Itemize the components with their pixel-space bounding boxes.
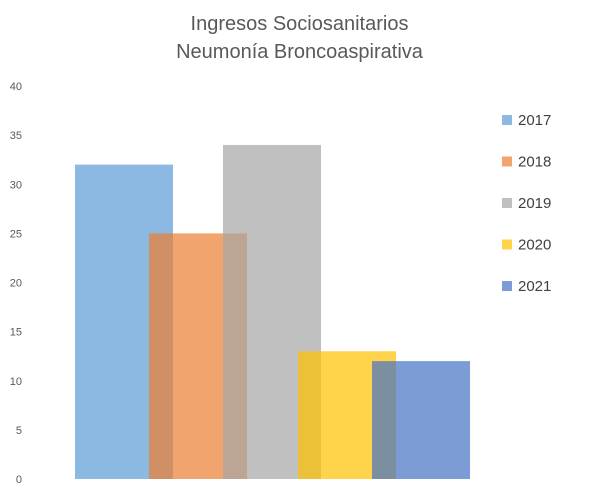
chart-title: Ingresos Sociosanitarios Neumonía Bronco… [0,10,599,66]
y-tick-label: 0 [16,474,22,486]
bars [75,144,470,479]
legend: 2017 2018 2019 2020 2021 [502,112,551,295]
bar-2021 [372,361,470,479]
chart-title-line-2: Neumonía Broncoaspirativa [176,41,423,63]
y-tick-label: 20 [10,278,22,290]
legend-label-2020: 2020 [518,237,551,254]
y-axis: 0 5 10 15 20 25 30 35 40 [10,81,22,486]
y-tick-label: 25 [10,228,22,240]
legend-swatch-2017 [502,115,512,125]
legend-swatch-2019 [502,198,512,208]
legend-label-2018: 2018 [518,154,551,171]
legend-label-2017: 2017 [518,112,551,129]
y-tick-label: 5 [16,425,22,437]
legend-swatch-2020 [502,239,512,250]
y-tick-label: 15 [10,327,22,339]
y-tick-label: 30 [10,179,22,191]
y-tick-label: 35 [10,130,22,142]
legend-swatch-2018 [502,156,512,167]
y-tick-label: 10 [10,376,22,388]
chart-title-line-1: Ingresos Sociosanitarios [190,13,409,35]
legend-label-2019: 2019 [518,195,551,212]
legend-swatch-2021 [502,281,512,291]
y-tick-label: 40 [10,81,22,93]
legend-label-2021: 2021 [518,278,551,295]
